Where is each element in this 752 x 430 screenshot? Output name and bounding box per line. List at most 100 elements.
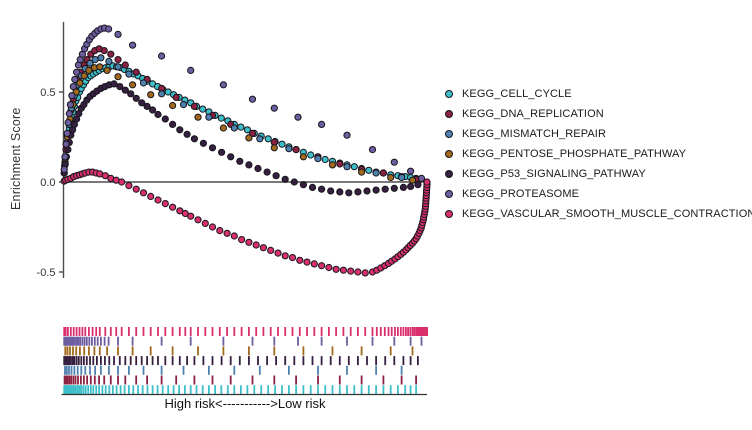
y-tick-label: -0.5 — [37, 267, 56, 279]
gene-hit-tick — [393, 356, 396, 366]
data-point — [61, 153, 69, 161]
gene-hit-tick — [193, 356, 196, 366]
data-point — [217, 114, 225, 122]
data-point — [414, 181, 422, 189]
gene-hit-tick — [317, 365, 319, 375]
data-point — [125, 70, 133, 78]
gene-hit-tick — [201, 385, 204, 395]
gene-hit-tick — [113, 356, 115, 366]
data-point — [218, 148, 226, 156]
gene-hit-tick — [400, 365, 403, 375]
gene-hit-tick — [117, 346, 119, 356]
gene-hit-tick — [411, 327, 414, 336]
data-point — [296, 256, 304, 264]
gene-hit-tick — [233, 365, 236, 375]
gene-hit-tick — [68, 365, 70, 375]
gene-hit-tick — [317, 375, 319, 385]
gene-hit-tick — [78, 327, 81, 336]
gene-hit-tick — [157, 327, 159, 336]
gene-hit-tick — [141, 385, 144, 395]
gene-hit-tick — [267, 385, 270, 395]
data-point — [219, 124, 227, 132]
legend-label: KEGG_VASCULAR_SMOOTH_MUSCLE_CONTRACTION — [462, 208, 752, 220]
legend-item-cell_cycle: KEGG_CELL_CYCLE — [445, 84, 752, 104]
gene-hit-tick — [218, 327, 221, 336]
gene-hit-tick — [73, 356, 76, 366]
data-point — [161, 115, 169, 123]
gene-hit-tick — [70, 365, 73, 375]
gene-hit-tick — [65, 375, 67, 385]
gene-hit-tick — [83, 346, 86, 356]
gene-hit-tick — [118, 356, 121, 366]
gene-hit-tick — [246, 385, 249, 395]
data-point — [201, 219, 209, 227]
legend-item-p53: KEGG_P53_SIGNALING_PATHWAY — [445, 164, 752, 184]
data-point — [208, 144, 217, 152]
data-point — [129, 81, 137, 89]
gene-hit-tick — [387, 327, 390, 336]
data-point — [365, 166, 373, 174]
gene-hit-tick — [94, 365, 96, 375]
gene-hit-tick — [137, 385, 139, 395]
data-point — [114, 73, 122, 81]
gene-hit-tick — [240, 327, 243, 336]
data-point — [190, 102, 198, 111]
gene-hit-tick — [83, 375, 85, 385]
data-point — [267, 246, 275, 254]
data-point — [208, 223, 217, 231]
data-point — [149, 106, 157, 114]
gene-hit-tick — [65, 365, 68, 375]
gene-hit-tick — [347, 356, 350, 366]
data-point — [407, 182, 415, 191]
gene-hit-tick — [91, 327, 94, 336]
legend-label: KEGG_MISMATCH_REPAIR — [462, 128, 607, 140]
gene-hit-tick — [302, 356, 305, 366]
data-point — [147, 91, 155, 99]
data-point — [358, 168, 366, 176]
gene-hit-tick — [83, 336, 86, 346]
gene-hit-tick — [109, 327, 112, 336]
gene-hit-tick — [69, 327, 72, 336]
data-point — [179, 101, 188, 109]
gene-hit-tick — [342, 327, 345, 336]
data-point — [310, 260, 318, 268]
data-point — [285, 145, 293, 153]
data-point — [194, 113, 202, 121]
legend-item-mismatch: KEGG_MISMATCH_REPAIR — [445, 124, 752, 144]
legend-label: KEGG_DNA_REPLICATION — [462, 108, 604, 120]
gene-hit-tick — [151, 356, 154, 366]
gene-hit-tick — [85, 336, 88, 346]
gene-hit-tick — [108, 385, 111, 395]
data-point — [398, 173, 406, 182]
gene-hit-tick — [68, 336, 71, 346]
gene-hit-tick — [426, 327, 428, 336]
gene-hit-tick — [189, 385, 192, 395]
gene-hit-tick — [293, 356, 296, 366]
data-point — [190, 135, 198, 143]
data-point — [154, 110, 162, 119]
gene-hit-tick — [131, 336, 134, 346]
data-point — [169, 120, 177, 129]
gene-hit-tick — [418, 327, 420, 336]
legend: KEGG_CELL_CYCLE KEGG_DNA_REPLICATION KEGG_… — [445, 84, 752, 224]
gene-hit-tick — [78, 385, 81, 395]
gene-hit-tick — [86, 375, 88, 385]
data-point — [64, 119, 72, 127]
data-point — [294, 113, 302, 121]
gene-hit-tick — [117, 375, 119, 385]
data-point — [343, 163, 351, 171]
data-point — [281, 175, 289, 183]
gene-hit-tick — [222, 336, 225, 346]
legend-label: KEGG_PROTEASOME — [462, 188, 580, 200]
gene-hit-tick — [73, 365, 76, 375]
data-point — [107, 50, 115, 58]
gene-hit-tick — [72, 385, 74, 395]
gene-hit-tick — [416, 327, 419, 336]
gene-hit-tick — [160, 375, 163, 385]
gene-hit-tick — [151, 385, 154, 395]
gene-hit-tick — [171, 327, 174, 336]
gene-hit-tick — [366, 356, 368, 366]
gene-hit-tick — [309, 385, 312, 395]
gene-hit-tick — [123, 385, 126, 395]
